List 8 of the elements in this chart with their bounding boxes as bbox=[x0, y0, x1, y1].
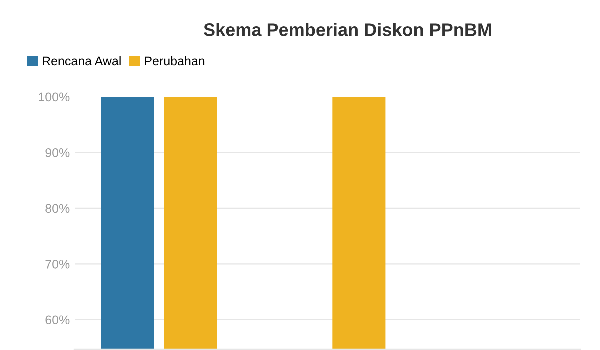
y-tick-label: 90% bbox=[46, 148, 70, 158]
legend-label: Perubahan bbox=[145, 56, 205, 66]
y-tick-label: 60% bbox=[46, 316, 70, 325]
y-tick-label: 80% bbox=[46, 204, 70, 214]
legend-label: Rencana Awal bbox=[43, 56, 121, 66]
y-tick-label: 100% bbox=[39, 92, 70, 102]
y-tick-label: 70% bbox=[46, 260, 70, 269]
chart-title: Skema Pemberian Diskon PPnBM bbox=[204, 23, 492, 36]
